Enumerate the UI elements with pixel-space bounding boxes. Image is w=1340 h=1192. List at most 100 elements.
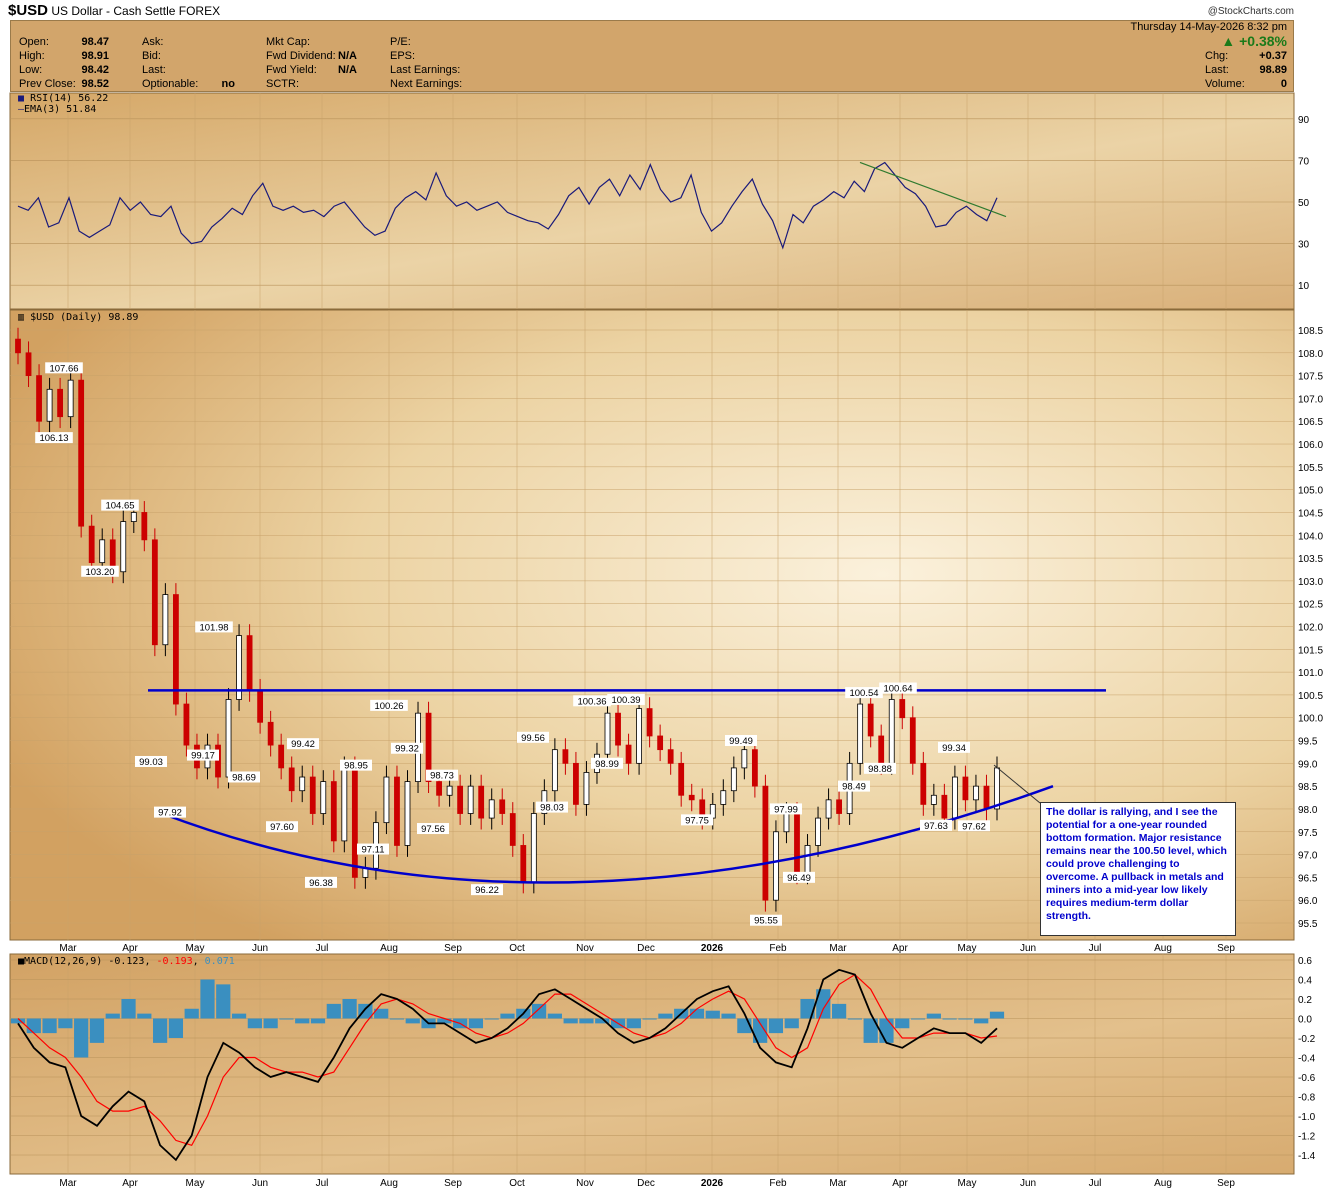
price-label-bg xyxy=(370,699,408,711)
price-tick-label: 105.0 xyxy=(1298,486,1323,497)
price-label: ▥ $USD (Daily) 98.89 xyxy=(18,312,139,323)
macd-histogram-bar xyxy=(974,1018,989,1024)
candle-body xyxy=(973,785,979,801)
price-value-label: 98.99 xyxy=(595,759,619,770)
macd-histogram-bar xyxy=(942,1018,957,1020)
price-label-text: $USD (Daily) 98.89 xyxy=(30,312,139,323)
price-tick-label: 104.0 xyxy=(1298,531,1323,542)
macd-histogram-bar xyxy=(468,1018,484,1029)
last-label: Last: xyxy=(142,64,166,76)
macd-panel: 0.6 0.4 0.2 0.0 -0.2 -0.4 -0.6 -0.8 -1.0 -1.2 -1.4 xyxy=(9,953,1316,1175)
candle-body xyxy=(478,785,485,819)
candle-body xyxy=(78,379,85,527)
price-value-label: 98.69 xyxy=(232,772,256,783)
macd-histogram-bar xyxy=(626,1018,641,1029)
rsi-label: ■ RSI(14) 56.22 xyxy=(18,93,109,104)
macd-histogram-bar xyxy=(137,1013,152,1019)
macd-histogram-bar xyxy=(879,1018,894,1043)
month-tick-label: Apr xyxy=(892,943,908,954)
candle-body xyxy=(151,539,158,646)
optionable-value: no xyxy=(221,78,235,90)
candle-body xyxy=(551,749,558,792)
candle-body xyxy=(341,767,348,842)
candle-body xyxy=(267,721,274,746)
price-tick-label: 101.0 xyxy=(1298,668,1323,679)
chg-label: Chg: xyxy=(1205,50,1229,62)
macd-histogram-bar xyxy=(342,999,357,1019)
macd-histogram-bar xyxy=(389,1018,405,1020)
price-label-bg xyxy=(228,771,260,783)
sctr-label: SCTR: xyxy=(266,78,299,90)
price-tick-label: 107.0 xyxy=(1298,394,1323,405)
macd-tick-label: 0.4 xyxy=(1298,976,1312,987)
candle-body xyxy=(583,772,590,805)
candle-body xyxy=(794,813,800,874)
month-tick-label-bottom: Jun xyxy=(1020,1178,1036,1189)
price-value-label: 100.39 xyxy=(611,695,640,706)
month-tick-label-bottom: 2026 xyxy=(701,1178,724,1189)
candle-body xyxy=(615,712,621,746)
candle-body xyxy=(488,799,495,819)
macd-signal-line xyxy=(17,973,998,1147)
candle-body xyxy=(636,708,642,764)
macd-histogram-bar xyxy=(184,1008,199,1019)
price-label-bg xyxy=(573,695,611,707)
price-label-bg xyxy=(340,759,372,771)
price-tick-label: 106.0 xyxy=(1298,440,1323,451)
price-value-label: 100.26 xyxy=(374,701,403,712)
price-label-bg xyxy=(417,823,449,835)
fwd-dividend-value: N/A xyxy=(338,50,357,62)
price-label-bg xyxy=(45,362,83,374)
macd-histogram-bar xyxy=(295,1018,310,1024)
price-label-bg xyxy=(517,731,549,743)
candle-body xyxy=(509,813,516,846)
candle-body xyxy=(120,521,127,573)
month-tick-label: Jul xyxy=(316,943,329,954)
bid-label: Bid: xyxy=(142,50,161,62)
macd-histogram-bar xyxy=(437,1018,452,1024)
macd-hist-value: 0.071 xyxy=(204,956,235,967)
rsi-tick-label: 90 xyxy=(1298,115,1310,126)
ema-label: —EMA(3) 51.84 xyxy=(18,104,97,115)
macd-histogram-bar xyxy=(847,1018,862,1020)
macd-histogram-bar xyxy=(500,1013,515,1019)
month-tick-label-bottom: Dec xyxy=(637,1178,655,1189)
rounded-bottom-curve xyxy=(161,785,1054,884)
macd-tick-label: 0.6 xyxy=(1298,956,1312,967)
candle-body xyxy=(36,375,42,422)
price-label-bg xyxy=(81,565,119,577)
rsi-label-text: RSI(14) 56.22 xyxy=(30,93,109,104)
macd-histogram-bar xyxy=(121,999,136,1019)
low-label: Low: xyxy=(19,64,43,76)
rsi-tick-label: 50 xyxy=(1298,198,1310,209)
month-tick-label: Mar xyxy=(829,943,847,954)
instrument-name: US Dollar - Cash Settle xyxy=(51,4,176,18)
rsi-panel: 90 70 50 30 10 xyxy=(9,92,1310,310)
macd-tick-label: -0.6 xyxy=(1298,1073,1316,1084)
last-earnings-label: Last Earnings: xyxy=(390,64,461,76)
candle-body xyxy=(467,785,474,814)
price-label-bg xyxy=(266,821,298,833)
month-tick-label-bottom: Jun xyxy=(252,1178,268,1189)
price-value-label: 97.63 xyxy=(924,821,948,832)
price-tick-label: 107.5 xyxy=(1298,372,1323,383)
candle-body xyxy=(888,699,895,764)
price-value-label: 98.03 xyxy=(540,803,564,814)
macd-label: ■MACD(12,26,9) -0.123, -0.193, 0.071 xyxy=(18,956,235,967)
price-tick-label: 105.5 xyxy=(1298,463,1323,474)
candle-body xyxy=(751,749,758,787)
macd-histogram-bar xyxy=(247,1018,262,1029)
candle-body xyxy=(457,785,464,814)
month-tick-label-bottom: Feb xyxy=(769,1178,787,1189)
high-label: High: xyxy=(19,50,45,62)
month-tick-label: May xyxy=(958,943,977,954)
candle-body xyxy=(836,799,842,814)
price-label-bg xyxy=(681,814,713,826)
price-tick-label: 98.5 xyxy=(1298,782,1318,793)
price-tick-label: 103.5 xyxy=(1298,554,1323,565)
month-tick-label: Nov xyxy=(576,943,594,954)
price-label-bg xyxy=(879,682,917,694)
macd-histogram-bar xyxy=(989,1011,1005,1019)
price-value-label: 101.98 xyxy=(199,622,228,633)
macd-histogram-bar xyxy=(784,1018,799,1029)
